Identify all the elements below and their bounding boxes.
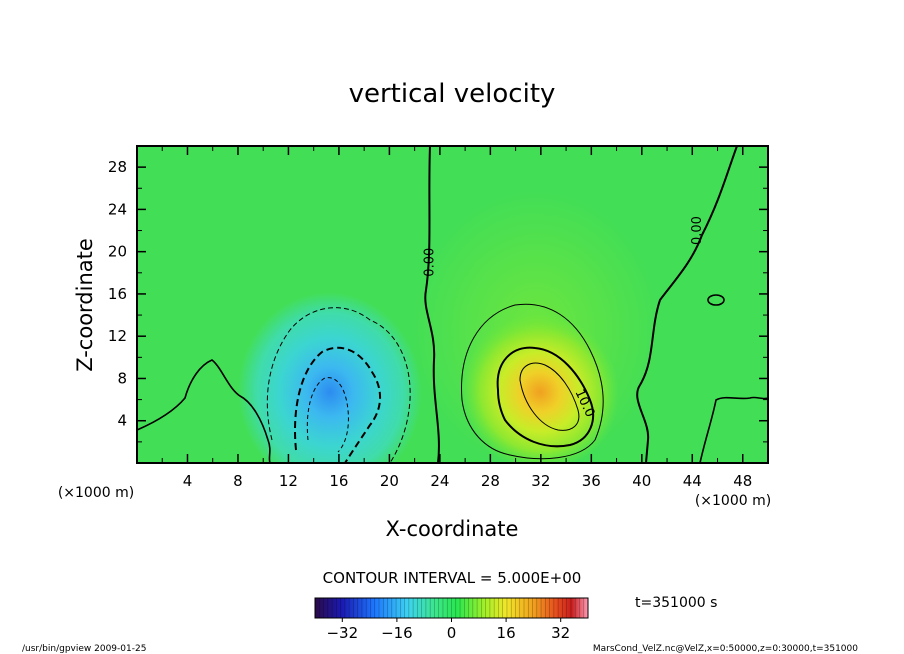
y-axis: 4 8 12 16 20 24 28 bbox=[108, 158, 768, 443]
time-label: t=351000 s bbox=[635, 595, 717, 611]
chart-title: vertical velocity bbox=[349, 79, 556, 109]
contour-label: 0.00 bbox=[423, 248, 438, 277]
x-axis-unit: (×1000 m) bbox=[695, 493, 771, 509]
neg10-contour bbox=[294, 346, 381, 463]
contour-interval: CONTOUR INTERVAL = 5.000E+00 bbox=[323, 569, 582, 587]
y-tick-label: 16 bbox=[108, 285, 127, 303]
footer-right: MarsCond_VelZ.nc@VelZ,x=0:50000,z=0:3000… bbox=[593, 644, 858, 654]
colorbar-tick-label: 0 bbox=[447, 624, 457, 642]
x-tick-label: 40 bbox=[632, 472, 651, 490]
neg5-contour bbox=[266, 307, 411, 463]
plot-frame bbox=[136, 145, 769, 464]
y-tick-label: 20 bbox=[108, 243, 127, 261]
downdraft-blob bbox=[237, 292, 423, 463]
zero-contour-right bbox=[636, 146, 738, 463]
x-tick-label: 36 bbox=[582, 472, 601, 490]
colorbar-tick-label: 32 bbox=[551, 624, 570, 642]
x-tick-label: 4 bbox=[183, 472, 193, 490]
x-tick-label: 12 bbox=[279, 472, 298, 490]
y-tick-label: 12 bbox=[108, 327, 127, 345]
x-tick-label: 16 bbox=[329, 472, 348, 490]
colorbar-ticks: −32 −16 0 16 32 bbox=[326, 618, 570, 642]
x-axis-label: X-coordinate bbox=[386, 517, 519, 541]
x-tick-label: 28 bbox=[481, 472, 500, 490]
zero-contour-island bbox=[707, 294, 725, 306]
footer-left: /usr/bin/gpview 2009-01-25 bbox=[22, 644, 146, 654]
pos10-contour bbox=[496, 346, 595, 448]
updraft-blob bbox=[460, 313, 620, 463]
colorbar-tick-label: 16 bbox=[497, 624, 516, 642]
contour-label: 0.00 bbox=[690, 216, 705, 245]
x-tick-label: 24 bbox=[430, 472, 449, 490]
neg15-contour bbox=[306, 377, 349, 453]
colorbar-stripes bbox=[318, 598, 585, 618]
y-axis-label: Z-coordinate bbox=[73, 238, 97, 372]
y-tick-label: 8 bbox=[117, 369, 127, 387]
colorbar-tick-label: −16 bbox=[381, 624, 413, 642]
x-tick-label: 20 bbox=[380, 472, 399, 490]
y-tick-label: 4 bbox=[117, 412, 127, 430]
colorbar-tick-label: −32 bbox=[326, 624, 358, 642]
zero-contour-left bbox=[137, 359, 271, 463]
x-tick-label: 32 bbox=[531, 472, 550, 490]
zero-contour-center bbox=[424, 146, 440, 463]
x-tick-label: 8 bbox=[233, 472, 243, 490]
x-axis: 4 8 12 16 20 24 28 32 36 40 44 48 bbox=[161, 146, 752, 490]
y-tick-label: 24 bbox=[108, 200, 127, 218]
pos5-contour bbox=[461, 303, 604, 460]
pos15-contour bbox=[519, 362, 580, 431]
y-tick-label: 28 bbox=[108, 158, 127, 176]
x-tick-label: 48 bbox=[733, 472, 752, 490]
zero-contour-right-lower bbox=[699, 396, 768, 463]
y-axis-unit: (×1000 m) bbox=[58, 485, 134, 501]
x-tick-label: 44 bbox=[683, 472, 702, 490]
contour-lines bbox=[137, 146, 768, 463]
